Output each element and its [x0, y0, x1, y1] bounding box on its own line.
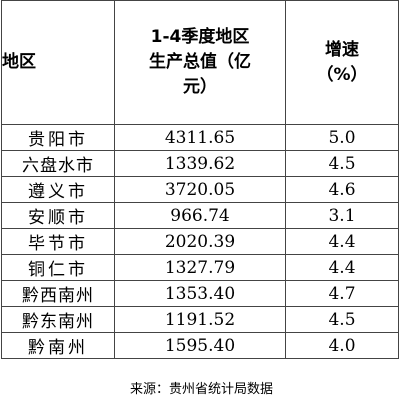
- table-header-row: 地区 1-4季度地区 生产总值（亿 元） 增速 （%）: [1, 0, 399, 125]
- gdp-cell: 1339.62: [114, 150, 286, 177]
- table-row: 贵阳市 4311.65 5.0: [1, 124, 399, 151]
- header-growth: 增速 （%）: [285, 0, 399, 125]
- growth-cell: 4.0: [285, 332, 399, 359]
- table-row: 遵义市 3720.05 4.6: [1, 176, 399, 203]
- table-row: 毕节市 2020.39 4.4: [1, 228, 399, 255]
- gdp-cell: 4311.65: [114, 124, 286, 151]
- growth-cell: 4.6: [285, 176, 399, 203]
- gdp-cell: 1191.52: [114, 306, 286, 333]
- header-region: 地区: [1, 0, 115, 125]
- growth-cell: 4.5: [285, 306, 399, 333]
- header-gdp: 1-4季度地区 生产总值（亿 元）: [114, 0, 286, 125]
- table-row: 铜仁市 1327.79 4.4: [1, 254, 399, 281]
- header-growth-line-2: （%）: [316, 64, 368, 85]
- gdp-table: 地区 1-4季度地区 生产总值（亿 元） 增速 （%） 贵阳市 4311.65 …: [1, 0, 399, 359]
- gdp-cell: 1327.79: [114, 254, 286, 281]
- region-cell: 毕节市: [1, 228, 115, 255]
- header-gdp-line-2: 生产总值（亿: [149, 52, 251, 72]
- growth-cell: 4.5: [285, 150, 399, 177]
- region-cell: 黔西南州: [1, 280, 115, 307]
- region-cell: 黔南州: [1, 332, 115, 359]
- growth-cell: 4.4: [285, 254, 399, 281]
- header-gdp-line-3: 元）: [183, 77, 217, 97]
- source-note: 来源：贵州省统计局数据: [129, 382, 273, 397]
- gdp-cell: 1595.40: [114, 332, 286, 359]
- growth-cell: 4.7: [285, 280, 399, 307]
- region-cell: 遵义市: [1, 176, 115, 203]
- gdp-cell: 2020.39: [114, 228, 286, 255]
- gdp-cell: 966.74: [114, 202, 286, 229]
- region-cell: 黔东南州: [1, 306, 115, 333]
- table-row: 六盘水市 1339.62 4.5: [1, 150, 399, 177]
- growth-cell: 3.1: [285, 202, 399, 229]
- gdp-cell: 3720.05: [114, 176, 286, 203]
- region-cell: 六盘水市: [1, 150, 115, 177]
- table-row: 安顺市 966.74 3.1: [1, 202, 399, 229]
- region-cell: 贵阳市: [1, 124, 115, 151]
- table-row: 黔西南州 1353.40 4.7: [1, 280, 399, 307]
- gdp-cell: 1353.40: [114, 280, 286, 307]
- table-row: 黔东南州 1191.52 4.5: [1, 306, 399, 333]
- growth-cell: 4.4: [285, 228, 399, 255]
- growth-cell: 5.0: [285, 124, 399, 151]
- header-growth-line-1: 增速: [325, 39, 359, 60]
- region-cell: 铜仁市: [1, 254, 115, 281]
- region-cell: 安顺市: [1, 202, 115, 229]
- header-gdp-line-1: 1-4季度地区: [150, 27, 250, 47]
- table-row: 黔南州 1595.40 4.0: [1, 332, 399, 359]
